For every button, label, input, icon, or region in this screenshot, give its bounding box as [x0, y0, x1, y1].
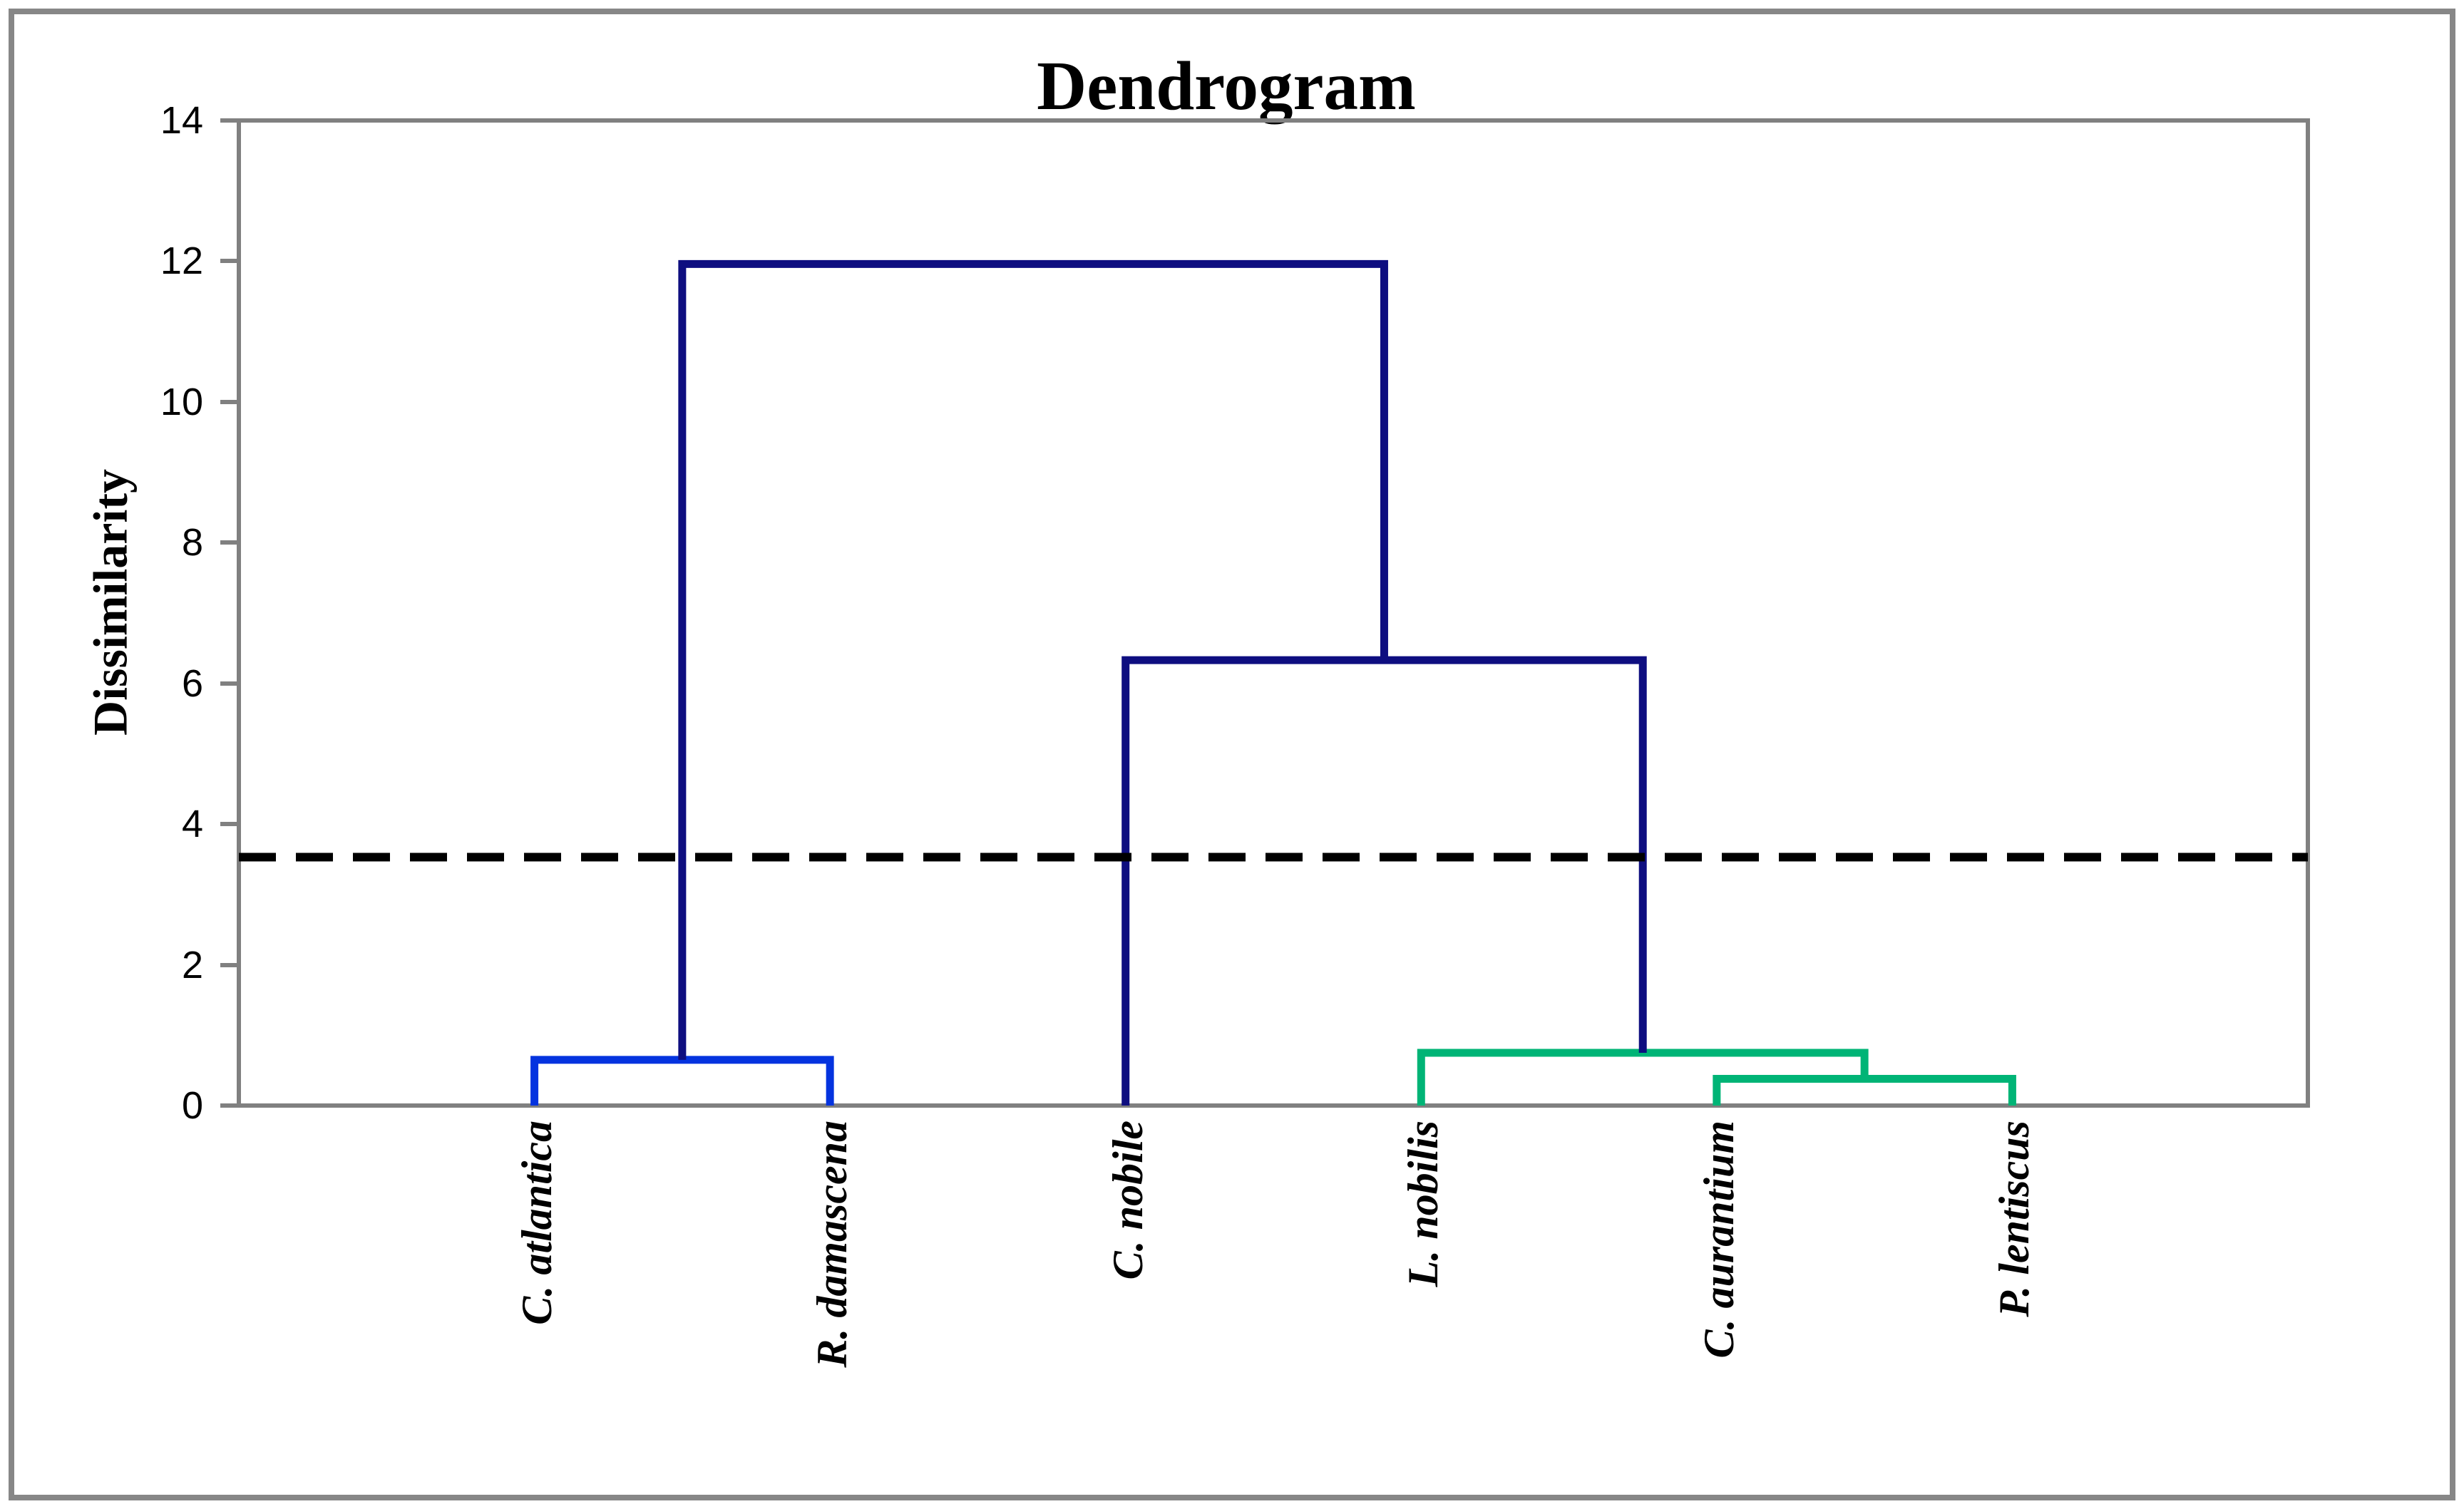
y-tick-mark [220, 118, 239, 123]
dendrogram-branch [1121, 656, 1647, 1106]
y-tick-label: 10 [160, 380, 203, 423]
y-tick-label: 2 [181, 943, 203, 987]
y-tick-mark [220, 259, 239, 264]
y-tick-mark [220, 822, 239, 827]
y-tick-label: 6 [181, 661, 203, 705]
dendrogram-branch [530, 1056, 834, 1106]
chart-title: Dendrogram [1037, 48, 1416, 124]
y-tick-label: 12 [160, 240, 203, 283]
y-tick-mark [220, 681, 239, 686]
y-tick-label: 0 [181, 1084, 203, 1127]
x-axis-leaf-label: P. lentiscus [1991, 1121, 2038, 1317]
y-tick-label: 8 [181, 521, 203, 565]
x-axis-leaf-label: C. atlantica [513, 1121, 560, 1325]
y-tick-mark [220, 962, 239, 967]
x-axis-leaf-label: C. aurantium [1695, 1121, 1742, 1359]
y-tick-mark [220, 399, 239, 404]
y-tick-mark [220, 540, 239, 545]
y-tick-mark [220, 1103, 239, 1108]
y-tick-label: 4 [181, 803, 203, 846]
plot-area-border [237, 118, 2310, 1108]
dendrogram-plot [239, 259, 2308, 1106]
dendrogram-branch [1713, 1074, 2016, 1106]
x-axis-leaf-label: C. nobile [1104, 1121, 1151, 1280]
x-axis-leaf-label: L. nobilis [1400, 1121, 1447, 1287]
x-axis-leaf-label: R. damascena [808, 1121, 856, 1368]
dendrogram-branch [678, 259, 1388, 1060]
y-tick-label: 14 [160, 99, 203, 142]
